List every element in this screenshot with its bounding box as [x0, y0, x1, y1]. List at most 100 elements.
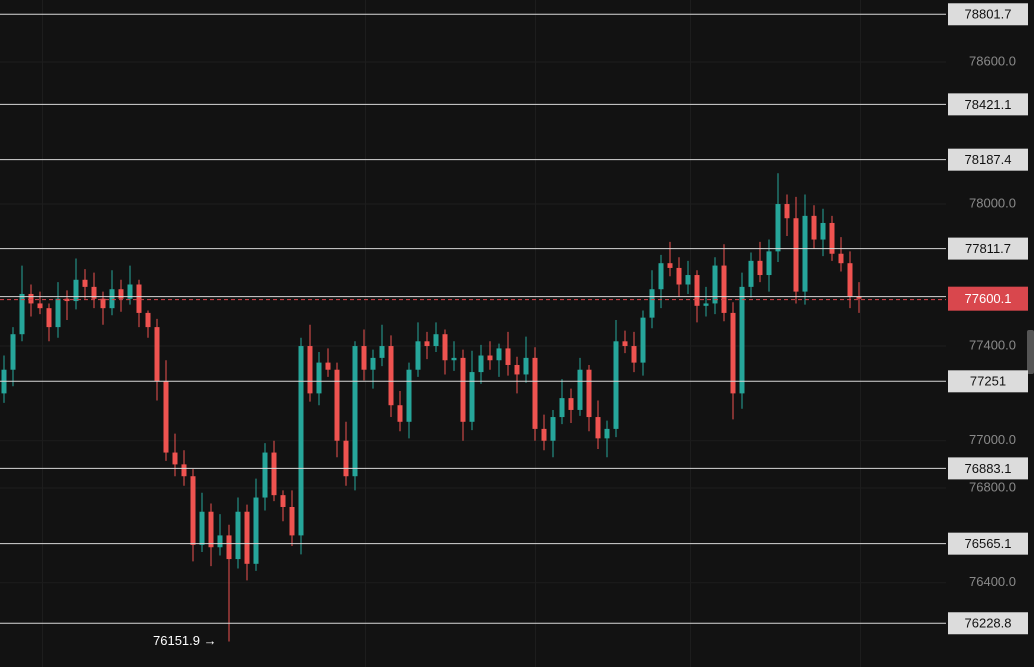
candle-body	[712, 265, 718, 304]
candle-body	[577, 369, 583, 410]
candle-body	[505, 348, 511, 365]
candle-body	[289, 506, 295, 536]
candle-body	[226, 535, 232, 560]
candle-body	[154, 327, 160, 382]
candle-body	[361, 346, 367, 370]
candle-body	[838, 253, 844, 264]
price-label-box	[948, 532, 1028, 555]
candle-body	[253, 497, 259, 564]
grid-v	[42, 0, 43, 667]
price-label: 77811.7	[965, 241, 1011, 256]
candle-body	[91, 286, 97, 299]
y-tick-label: 76400.0	[969, 574, 1016, 589]
candle-body	[460, 357, 466, 422]
candle-body	[523, 357, 529, 375]
side-tab[interactable]	[1027, 330, 1034, 374]
candle-body	[235, 511, 241, 560]
candle-body	[658, 263, 664, 290]
price-label: 78187.4	[965, 152, 1012, 167]
candle-body	[802, 215, 808, 292]
candle-body	[217, 535, 223, 548]
candle-body	[640, 317, 646, 363]
candle-body	[595, 417, 601, 439]
price-label: 76565.1	[965, 536, 1012, 551]
candle-body	[208, 511, 214, 548]
candle-body	[532, 357, 538, 429]
grid-v	[860, 0, 861, 667]
price-label: 77251	[970, 374, 1006, 389]
candle-body	[685, 275, 691, 285]
price-label: 76883.1	[965, 461, 1012, 476]
price-label-box	[948, 457, 1028, 480]
candle-body	[424, 341, 430, 347]
candle-body	[442, 334, 448, 361]
price-label-box	[948, 612, 1028, 635]
candle-body	[199, 511, 205, 545]
candle-body	[379, 346, 385, 358]
candle-body	[541, 428, 547, 441]
candle-body	[100, 298, 106, 309]
candle-body	[46, 308, 52, 328]
grid-v	[690, 0, 691, 667]
candle-body	[856, 296, 862, 299]
candle-body	[604, 428, 610, 439]
candle-body	[703, 303, 709, 306]
candle-body	[37, 303, 43, 309]
candle-body	[550, 417, 556, 441]
candle-body	[172, 452, 178, 465]
candle-body	[10, 334, 16, 370]
candle-body	[811, 215, 817, 240]
candle-body	[28, 293, 34, 304]
candle-body	[793, 218, 799, 292]
candle-body	[316, 362, 322, 394]
candle-body	[514, 364, 520, 375]
candle-body	[496, 348, 502, 361]
candle-body	[343, 440, 349, 477]
grid-v	[365, 0, 366, 667]
candle-body	[352, 346, 358, 477]
candle-body	[82, 279, 88, 287]
candle-body	[55, 298, 61, 328]
price-label: 78421.1	[965, 97, 1012, 112]
candle-body	[406, 369, 412, 422]
y-tick-label: 76800.0	[969, 479, 1016, 494]
candle-body	[766, 251, 772, 276]
price-label: 76228.8	[965, 616, 1012, 631]
candle-body	[136, 284, 142, 313]
candle-body	[127, 284, 133, 299]
candle-body	[748, 260, 754, 287]
candle-body	[622, 341, 628, 347]
candle-body	[73, 279, 79, 302]
candle-body	[667, 263, 673, 268]
candle-body	[397, 405, 403, 422]
candle-body	[676, 267, 682, 285]
y-tick-label: 77400.0	[969, 337, 1016, 352]
candle-body	[298, 346, 304, 536]
candle-body	[775, 204, 781, 252]
candle-body	[649, 289, 655, 318]
price-label-box	[948, 3, 1028, 26]
vertical-grid	[42, 0, 861, 667]
candle-body	[433, 334, 439, 347]
price-label-box	[948, 148, 1028, 171]
candle-body	[262, 452, 268, 498]
candle-body	[271, 452, 277, 496]
candle-body	[334, 369, 340, 441]
candle-body	[19, 293, 25, 335]
candle-body	[244, 511, 250, 564]
candle-body	[280, 495, 286, 507]
price-label-box	[948, 237, 1028, 260]
candle-body	[847, 263, 853, 297]
candle-body	[613, 341, 619, 429]
price-label-box	[948, 93, 1028, 116]
price-label: 78801.7	[965, 7, 1012, 22]
candle-body	[730, 312, 736, 394]
candle-body	[190, 476, 196, 545]
current-price-box	[948, 286, 1028, 311]
candle-body	[568, 398, 574, 410]
candle-body	[145, 312, 151, 328]
current-price-label: 77600.1	[965, 291, 1012, 306]
candle-body	[181, 464, 187, 477]
